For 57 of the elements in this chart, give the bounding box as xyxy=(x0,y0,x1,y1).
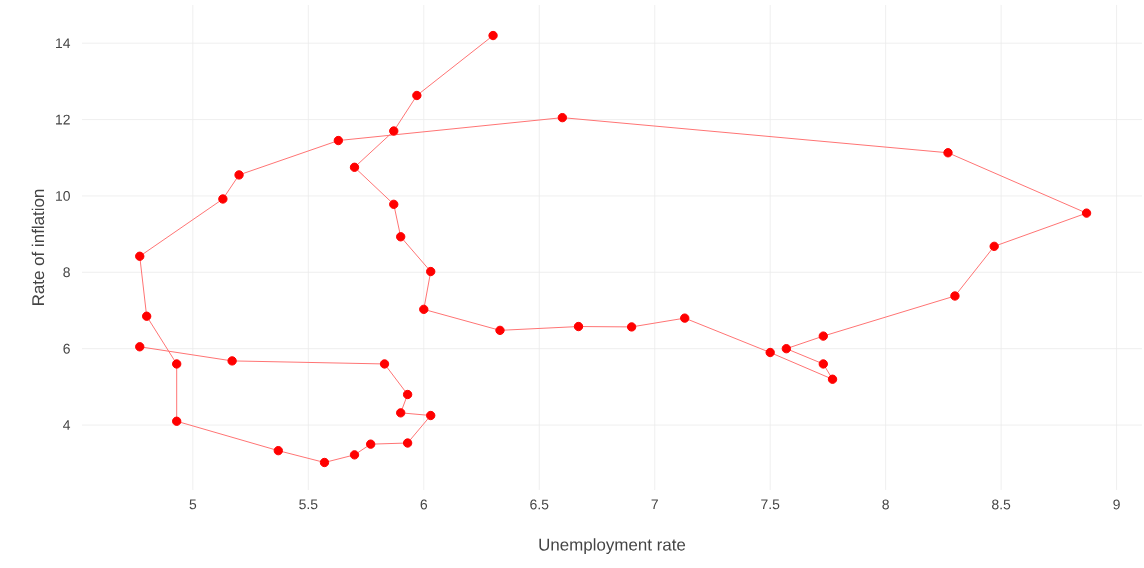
y-tick-label: 4 xyxy=(63,420,71,430)
point xyxy=(389,126,399,136)
x-tick-label: 6.5 xyxy=(530,499,549,510)
point xyxy=(379,359,390,369)
point xyxy=(765,347,775,358)
y-tick-label: 10 xyxy=(56,190,70,201)
point xyxy=(365,439,376,449)
x-axis-title: Unemployment rate xyxy=(539,538,686,555)
point xyxy=(989,241,999,252)
x-tick-label: 8 xyxy=(882,499,889,510)
point xyxy=(135,251,145,261)
point xyxy=(396,232,406,242)
point xyxy=(234,170,244,180)
point xyxy=(396,408,406,418)
point xyxy=(626,322,637,332)
y-tick-label: 14 xyxy=(56,38,71,48)
y-tick-label: 6 xyxy=(63,343,70,354)
point xyxy=(818,359,828,369)
y-axis-title: Rate of inflation xyxy=(31,189,45,305)
point xyxy=(227,356,237,366)
point xyxy=(943,148,953,158)
point xyxy=(419,304,429,315)
y-tick-label: 8 xyxy=(63,267,70,278)
point xyxy=(426,410,436,421)
x-tick-label: 5 xyxy=(189,499,197,510)
x-tick-label: 7 xyxy=(651,499,658,510)
point xyxy=(1081,208,1092,218)
point xyxy=(218,194,228,204)
x-tick-label: 5.5 xyxy=(299,499,318,510)
point xyxy=(818,331,828,341)
point xyxy=(412,90,422,101)
point xyxy=(781,344,792,354)
point xyxy=(135,342,145,352)
point xyxy=(426,266,436,277)
x-tick-label: 7.5 xyxy=(761,499,780,510)
point xyxy=(349,450,360,460)
point xyxy=(141,311,152,321)
point xyxy=(402,389,413,400)
point xyxy=(389,199,399,210)
point xyxy=(333,135,344,146)
point xyxy=(488,30,498,41)
point xyxy=(172,416,182,426)
point xyxy=(950,291,960,301)
point xyxy=(495,325,505,336)
x-tick-label: 9 xyxy=(1113,499,1120,510)
point xyxy=(573,321,584,332)
point xyxy=(402,438,413,448)
point xyxy=(680,313,690,323)
y-tick-label: 12 xyxy=(56,114,70,125)
x-tick-label: 8.5 xyxy=(992,499,1011,510)
x-tick-label: 6 xyxy=(420,499,428,510)
point xyxy=(319,457,330,468)
point xyxy=(349,162,360,172)
point xyxy=(557,112,568,123)
point xyxy=(827,374,838,384)
point xyxy=(273,445,283,456)
point xyxy=(172,359,182,369)
